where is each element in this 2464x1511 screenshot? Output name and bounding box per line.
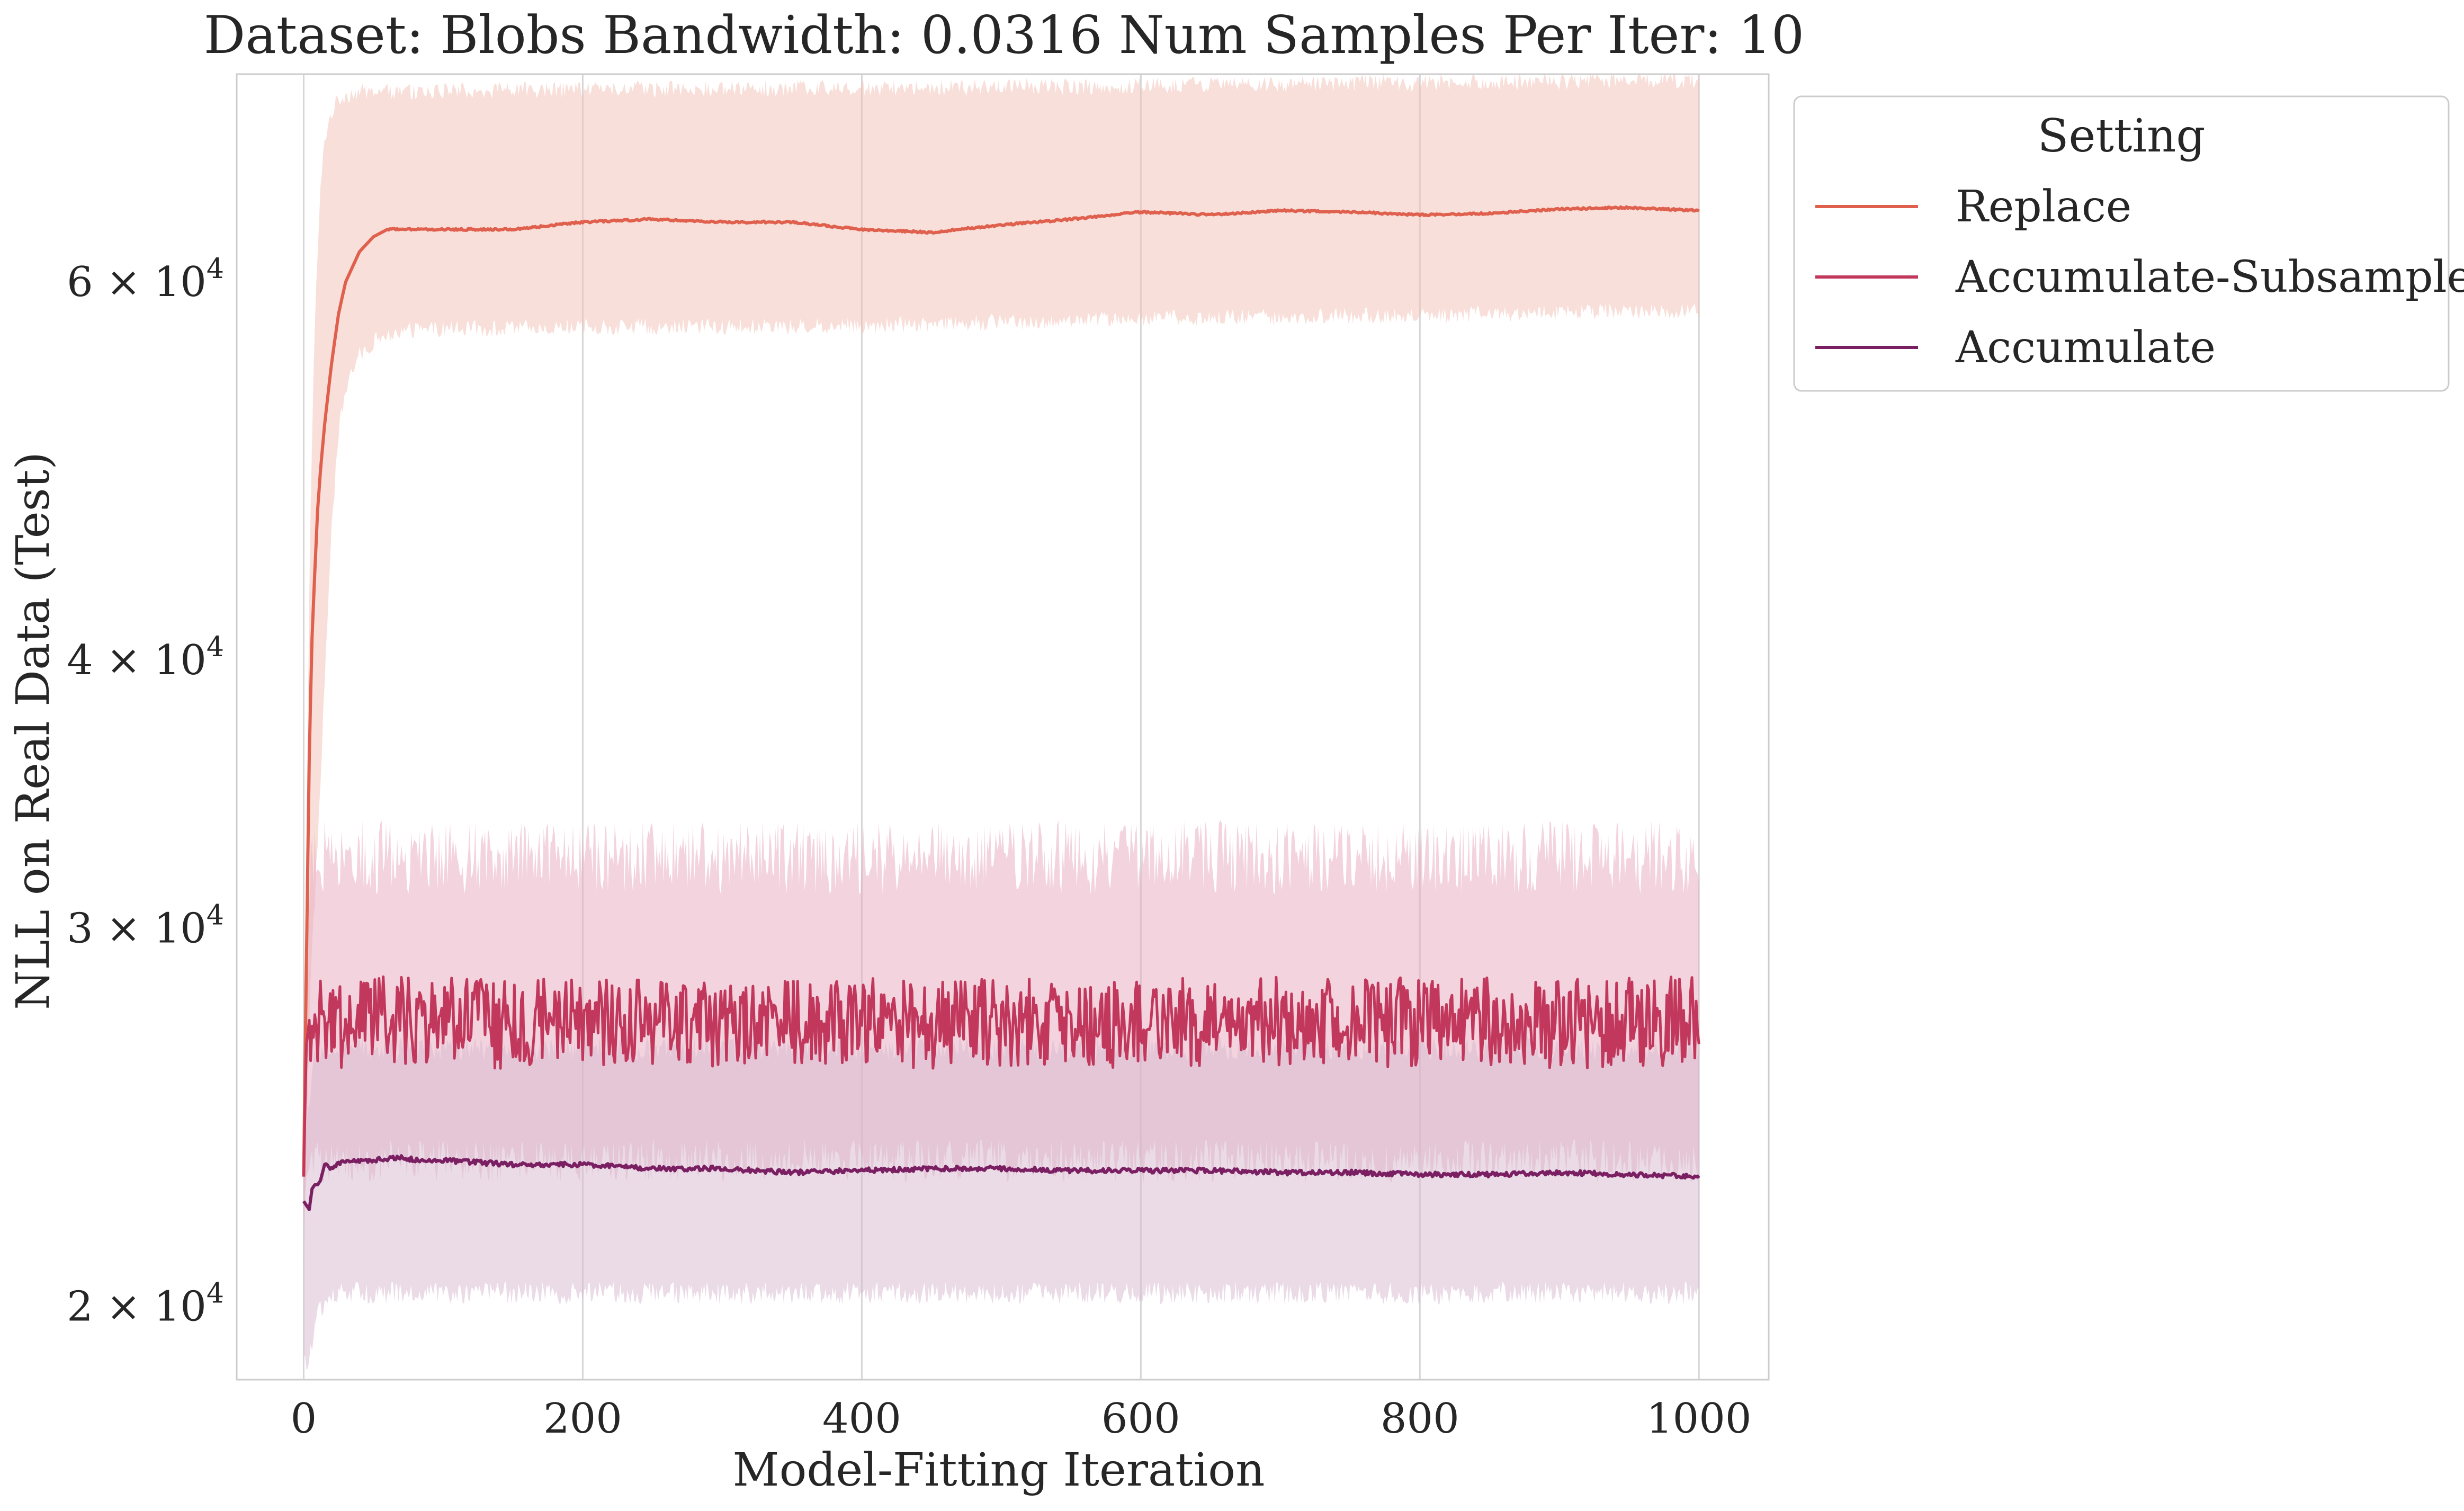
chart-title: Dataset: Blobs Bandwidth: 0.0316 Num Sam… — [204, 5, 1804, 66]
plot-area — [236, 73, 1770, 1381]
y-tick-label: 4 × 104 — [67, 631, 224, 684]
y-tick-label: 6 × 104 — [67, 253, 224, 306]
x-axis-label: Model-Fitting Iteration — [733, 1444, 1265, 1497]
x-tick-label: 200 — [543, 1395, 622, 1443]
series-line — [302, 205, 1700, 1177]
legend-label: Accumulate — [1955, 323, 2216, 373]
x-tick-label: 800 — [1381, 1395, 1459, 1443]
y-tick-label: 3 × 104 — [67, 900, 224, 953]
x-tick-label: 600 — [1101, 1395, 1180, 1443]
x-axis-ticks: 0 200 400 600 800 1000 — [291, 1395, 1752, 1443]
legend-label: Accumulate-Subsample — [1955, 252, 2464, 302]
legend-title: Setting — [2038, 110, 2206, 163]
series-line — [302, 1154, 1700, 1211]
x-tick-label: 1000 — [1646, 1395, 1752, 1443]
plot-frame — [236, 73, 1770, 1381]
legend-box — [1793, 95, 2450, 392]
confidence-band — [303, 1035, 1699, 1369]
confidence-band — [303, 73, 1699, 1267]
legend-entries: Replace Accumulate-Subsample Accumulate — [1815, 182, 2464, 373]
y-axis-ticks: 2 × 104 3 × 104 4 × 104 6 × 104 — [67, 253, 224, 1331]
y-tick-label: 2 × 104 — [67, 1278, 224, 1331]
x-tick-label: 400 — [822, 1395, 901, 1443]
x-tick-label: 0 — [291, 1395, 317, 1443]
legend: Setting Replace Accumulate-Subsample Accum… — [1793, 95, 2464, 392]
series-line — [302, 975, 1700, 1177]
legend-label: Replace — [1956, 182, 2131, 232]
y-axis-label: NLL on Real Data (Test) — [7, 452, 60, 1010]
series-lines — [302, 205, 1700, 1211]
